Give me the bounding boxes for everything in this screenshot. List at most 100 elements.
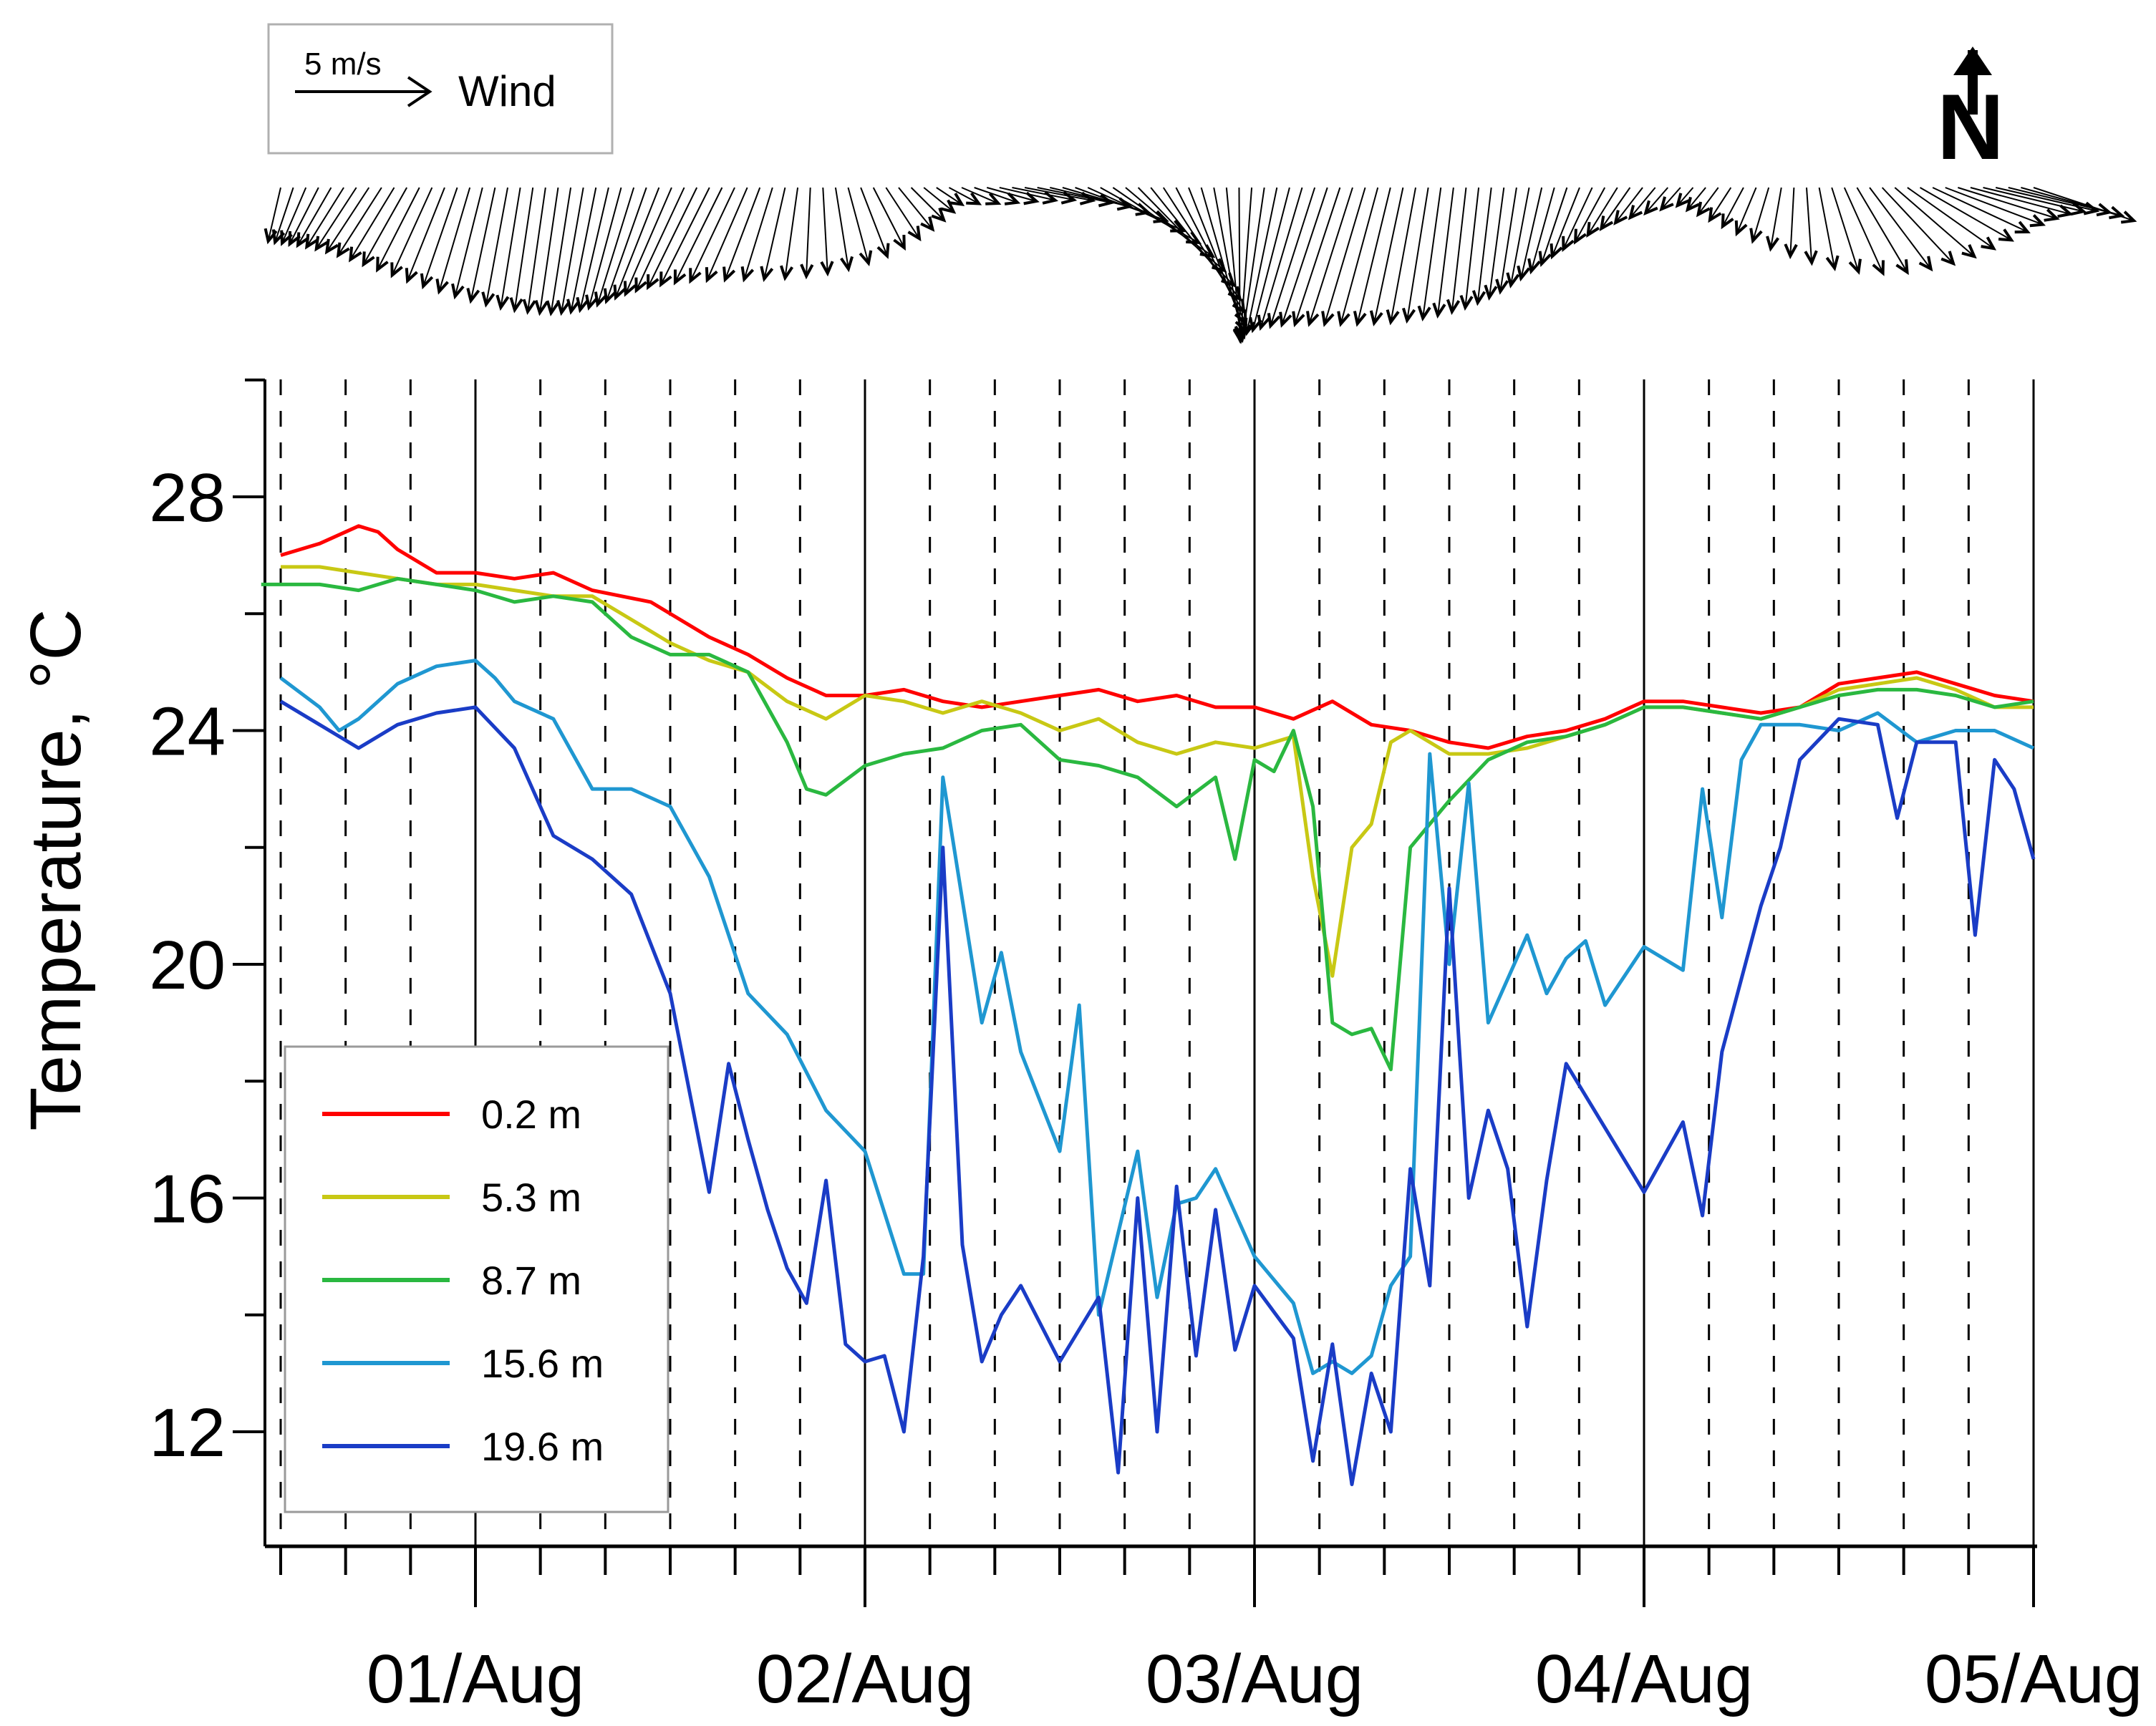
wind-stick — [1615, 187, 1643, 223]
wind-arrowhead — [1628, 205, 1643, 220]
wind-stick — [1239, 187, 1253, 339]
wind-stick — [860, 187, 888, 256]
wind-stick — [1540, 187, 1568, 264]
wind-arrowhead — [1961, 244, 1977, 259]
wind-stick — [724, 187, 761, 280]
wind-stick — [391, 187, 433, 276]
wind-stick — [1509, 187, 1530, 286]
wind-arrowhead — [1766, 236, 1780, 252]
wind-arrowhead — [1353, 311, 1367, 327]
wind-stick — [1736, 187, 1757, 234]
wind-stick — [660, 187, 710, 285]
wind-stick — [1676, 187, 1694, 206]
wind-stick — [1769, 187, 1782, 249]
wind-arrowhead — [1586, 221, 1600, 238]
series-line-19-6-m — [279, 699, 2036, 1486]
wind-arrowhead — [613, 284, 627, 301]
wind-arrowhead — [1659, 196, 1674, 212]
wind-arrowhead — [1573, 228, 1587, 245]
wind-arrowhead — [2029, 214, 2046, 228]
legend-entry-label: 15.6 m — [481, 1341, 604, 1386]
wind-arrowhead — [451, 283, 465, 300]
axes: 12 16 20 24 28 01/Aug 02/Aug 03/Aug 04/Aug 05/Aug — [149, 378, 2142, 1717]
wind-stick — [948, 187, 980, 205]
wind-stick — [1520, 187, 1543, 279]
wind-arrowhead — [659, 271, 672, 288]
wind-stick — [500, 187, 521, 308]
wind-arrowhead — [1292, 311, 1305, 328]
wind-arrowhead — [949, 193, 965, 207]
y-tick-label: 16 — [149, 1161, 226, 1238]
wind-stick — [1660, 187, 1681, 210]
wind-arrowhead — [2120, 210, 2137, 224]
wind-stick — [485, 187, 508, 305]
wind-stick — [1831, 187, 1860, 272]
wind-arrowhead — [1279, 311, 1292, 328]
wind-arrowhead — [594, 291, 608, 308]
wind-arrowhead — [705, 267, 718, 283]
wind-stick — [1270, 187, 1316, 326]
wind-stick — [961, 187, 999, 204]
wind-stick — [1752, 187, 1770, 241]
wind-arrowhead — [420, 273, 434, 290]
wind-arrowhead — [1417, 305, 1431, 322]
wind-arrowhead — [1459, 294, 1474, 311]
wind-stick — [1356, 187, 1391, 324]
wind-stick — [315, 187, 357, 250]
wind-stick — [1499, 187, 1517, 292]
wind-stick — [1390, 187, 1417, 323]
wind-arrowhead — [893, 234, 906, 251]
series-line-0-2-m — [280, 524, 2034, 750]
wind-arrowhead — [435, 278, 449, 295]
wind-arrowhead — [931, 207, 947, 223]
legend-entry-label: 19.6 m — [481, 1424, 604, 1469]
wind-stick — [470, 187, 496, 301]
wind-arrowhead — [1432, 302, 1446, 319]
wind-stick — [579, 187, 609, 311]
wind-stick — [1945, 187, 2044, 226]
wind-arrowhead — [876, 243, 890, 259]
wind-arrowhead — [1940, 251, 1956, 266]
wind-arrowhead — [634, 277, 647, 294]
wind-arrowhead — [1675, 193, 1691, 208]
wind-arrowhead — [576, 296, 590, 314]
wind-arrowhead — [1721, 213, 1734, 230]
wind-arrowhead — [405, 268, 418, 284]
wind-arrowhead — [522, 299, 536, 315]
wind-arrowhead — [1517, 265, 1531, 282]
y-tick-label: 20 — [149, 927, 226, 1004]
wind-arrowhead — [1981, 236, 1997, 251]
wind-stick — [1260, 187, 1303, 328]
wind-stick — [1012, 187, 1074, 201]
wind-arrowhead — [314, 236, 329, 252]
wind-arrowhead — [509, 297, 523, 314]
wind-stick — [647, 187, 698, 288]
wind-arrowhead — [1613, 210, 1628, 226]
wind-stick — [1437, 187, 1454, 316]
wind-stick — [1406, 187, 1429, 321]
wind-arrowhead — [1749, 228, 1763, 244]
wind-stick — [1340, 187, 1379, 324]
wind-stick — [898, 187, 934, 230]
wind-arrowhead — [304, 233, 319, 250]
north-indicator: N — [1937, 47, 2004, 179]
wind-stick — [1789, 187, 1795, 256]
series-line-5-3-m — [281, 565, 2034, 978]
wind-stick — [1281, 187, 1328, 325]
wind-arrowhead — [1550, 243, 1563, 260]
wind-arrowhead — [2014, 220, 2031, 234]
wind-scale-label: 5 m/s — [304, 47, 382, 82]
wind-stick — [422, 187, 458, 287]
wind-arrowhead — [1734, 220, 1748, 237]
wind-arrowhead — [1895, 259, 1909, 276]
wind-arrowhead — [324, 238, 339, 255]
wind-arrowhead — [1369, 310, 1383, 326]
wind-stick — [1995, 187, 2097, 212]
wind-stick — [1373, 187, 1404, 324]
y-tick-label: 28 — [149, 460, 226, 536]
wind-stick — [847, 187, 869, 263]
wind-stick — [362, 187, 407, 265]
wind-stick — [974, 187, 1018, 203]
wind-stick — [588, 187, 622, 308]
wind-arrowhead — [1446, 299, 1461, 315]
